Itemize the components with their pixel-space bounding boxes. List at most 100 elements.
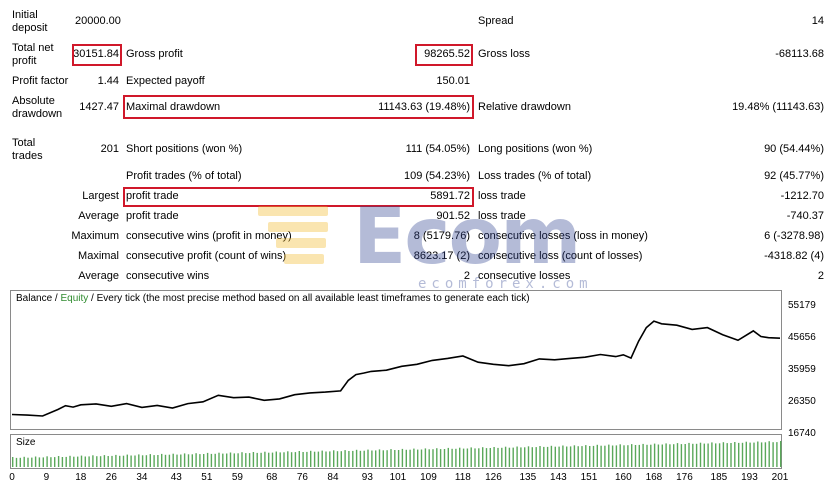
size-bar [161, 453, 163, 467]
initial-deposit-value: 20000.00 [75, 15, 121, 27]
size-bar [164, 454, 167, 467]
size-bar [157, 455, 159, 467]
total-net-profit-value: 30151.84 [73, 48, 119, 60]
expected-payoff-label: Expected payoff [126, 75, 205, 87]
size-bar [145, 455, 148, 467]
size-bar [34, 456, 37, 467]
size-bar [313, 451, 316, 467]
size-bar [233, 453, 235, 467]
size-bar [436, 448, 438, 467]
size-bar [195, 453, 197, 467]
x-tick-label: 51 [201, 472, 213, 483]
size-bar [363, 450, 365, 467]
size-bar [111, 455, 113, 467]
size-bar [619, 444, 621, 467]
profit-trades-label: Profit trades (% of total) [126, 170, 242, 182]
size-bar [206, 452, 209, 467]
size-bar [394, 450, 396, 467]
highlight-total-net-profit [72, 44, 122, 66]
size-bar [199, 454, 201, 467]
size-bar [413, 448, 415, 467]
long-positions-label: Long positions (won %) [478, 143, 593, 155]
size-bar [531, 447, 533, 467]
size-bar [604, 445, 606, 467]
size-bar [172, 453, 174, 467]
size-bar [589, 446, 591, 467]
row-prefix: Average [78, 210, 119, 222]
spread-label: Spread [478, 15, 514, 27]
size-bar [634, 445, 637, 467]
size-bar [279, 452, 281, 467]
x-tick-label: 93 [361, 472, 373, 483]
size-bar [99, 456, 102, 467]
size-bar [730, 443, 732, 467]
size-bar [695, 443, 698, 467]
size-bar [340, 451, 342, 467]
size-bar [432, 449, 434, 467]
size-bar [77, 456, 79, 467]
size-bar [321, 450, 323, 467]
size-bar [627, 445, 629, 467]
size-bar [757, 441, 759, 467]
profit-factor-value: 1.44 [97, 75, 119, 87]
size-bar [317, 451, 320, 467]
size-bar [722, 442, 725, 467]
size-bar [653, 443, 656, 467]
size-bar [669, 444, 671, 467]
x-tick-label: 143 [550, 472, 567, 483]
size-bar [378, 449, 381, 467]
size-bar [508, 447, 511, 467]
size-bar [355, 449, 358, 467]
size-bar [19, 457, 21, 467]
size-bar [615, 445, 618, 467]
size-bar [577, 446, 579, 467]
row-right-value: 2 [817, 270, 824, 282]
size-bar [226, 453, 228, 467]
size-bar [218, 452, 220, 467]
x-tick-label: 101 [389, 472, 407, 483]
size-bar [264, 451, 266, 467]
size-bar [229, 452, 232, 467]
size-bar [585, 445, 587, 467]
y-tick-label: 55179 [788, 300, 816, 311]
x-tick-label: 59 [231, 472, 243, 483]
size-bar [329, 451, 331, 467]
chart-legend: Balance / Equity / Every tick (the most … [16, 292, 530, 305]
size-bar [222, 453, 224, 467]
row-right-value: 6 (-3278.98) [764, 230, 824, 242]
x-tick-label: 109 [420, 472, 437, 483]
size-bar [447, 447, 449, 467]
x-tick-label: 84 [327, 472, 339, 483]
row-prefix: Maximum [71, 230, 119, 242]
row-right-label: consecutive losses (loss in money) [478, 230, 648, 242]
size-bar [741, 442, 744, 467]
size-bar [306, 451, 308, 467]
size-bar [543, 446, 545, 467]
legend-balance: Balance [16, 293, 53, 304]
size-bar [562, 445, 564, 467]
x-tick-label: 193 [741, 472, 758, 483]
size-bar [287, 451, 289, 467]
size-bar [753, 442, 755, 467]
size-bar [252, 452, 255, 467]
size-bar [27, 457, 29, 467]
size-bar [96, 456, 98, 467]
size-bar [459, 447, 461, 467]
size-bar [516, 446, 518, 467]
size-bar [780, 441, 782, 467]
profit-factor-label: Profit factor [12, 75, 69, 87]
absolute-drawdown-value: 1427.47 [79, 101, 119, 113]
row-right-label: loss trade [478, 190, 526, 202]
size-bar [352, 450, 354, 467]
loss-trades-label: Loss trades (% of total) [478, 170, 592, 182]
size-bar [623, 445, 625, 467]
row-left-label: profit trade [126, 190, 179, 202]
size-bar [260, 452, 262, 467]
legend-separator: / [52, 293, 61, 304]
x-tick-label: 118 [454, 472, 471, 483]
size-bar [23, 456, 25, 467]
size-bar [122, 455, 125, 467]
size-bar [738, 442, 740, 467]
size-bar [417, 449, 419, 467]
row-prefix: Maximal [78, 250, 119, 262]
